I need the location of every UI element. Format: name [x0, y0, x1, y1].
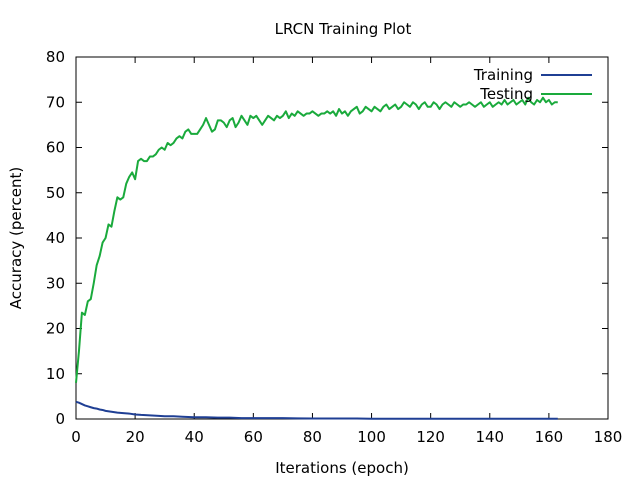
x-tick-label: 80: [303, 428, 322, 446]
plot-frame: [75, 56, 609, 420]
chart-title: LRCN Training Plot: [275, 20, 412, 38]
y-axis-label: Accuracy (percent): [7, 167, 25, 309]
series-line-testing: [75, 96, 558, 383]
axes: 0 20 40 60 80 100 120 140 160 180 0 10 20 30 40 50 60 70 8…: [46, 48, 622, 446]
y-tick-label: 10: [46, 365, 65, 383]
x-tick-label: 180: [594, 428, 623, 446]
x-axis-label: Iterations (epoch): [275, 459, 409, 477]
x-tick-label: 100: [357, 428, 386, 446]
x-tick-label: 60: [244, 428, 263, 446]
x-tick-label: 120: [416, 428, 445, 446]
y-tick-label: 0: [55, 410, 65, 428]
x-tick-label: 20: [126, 428, 145, 446]
x-tick-label: 0: [71, 428, 81, 446]
legend-label-training: Training: [473, 66, 533, 84]
series-line-training: [75, 400, 558, 420]
y-tick-label: 50: [46, 184, 65, 202]
y-tick-label: 70: [46, 93, 65, 111]
y-tick-label: 30: [46, 274, 65, 292]
y-tick-label: 80: [46, 48, 65, 66]
y-tick-label: 40: [46, 229, 65, 247]
y-tick-label: 20: [46, 320, 65, 338]
x-tick-label: 140: [475, 428, 504, 446]
y-tick-label: 60: [46, 139, 65, 157]
x-tick-label: 160: [535, 428, 564, 446]
series-layer: [75, 96, 558, 420]
x-tick-label: 40: [185, 428, 204, 446]
legend-label-testing: Testing: [479, 85, 533, 103]
